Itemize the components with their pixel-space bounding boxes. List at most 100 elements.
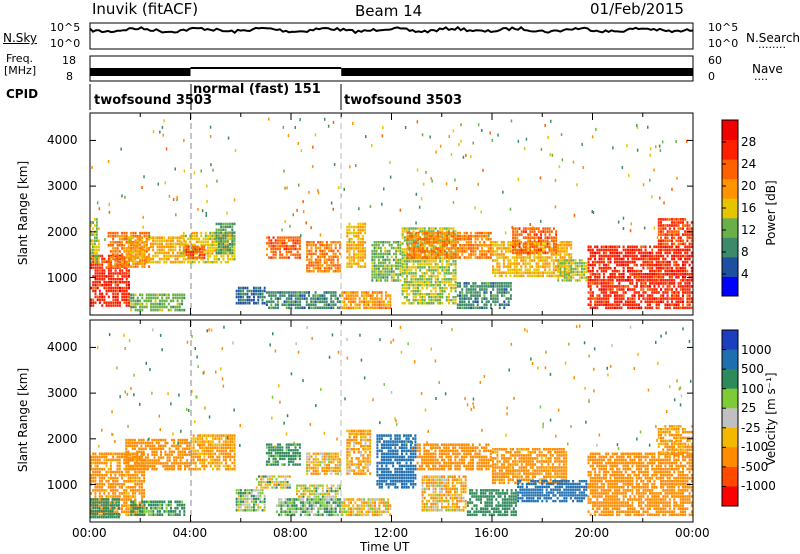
power-cell xyxy=(150,302,153,306)
power-cell xyxy=(686,285,689,288)
power-cell xyxy=(298,256,301,259)
power-cell xyxy=(114,301,117,304)
power-cell xyxy=(198,255,201,258)
velocity-cell xyxy=(98,455,101,459)
power-cell xyxy=(364,222,367,226)
power-cell xyxy=(410,284,413,287)
power-cell xyxy=(401,227,404,230)
power-cell xyxy=(325,243,328,247)
power-cell xyxy=(98,301,101,304)
power-cell xyxy=(415,256,418,259)
power-cell xyxy=(664,282,667,285)
power-cell xyxy=(274,239,277,242)
power-cell xyxy=(535,236,538,239)
power-cell xyxy=(507,250,510,253)
power-cell xyxy=(401,293,404,296)
power-cell xyxy=(365,291,368,294)
power-cell xyxy=(544,236,547,239)
power-cell xyxy=(347,291,350,294)
power-cell xyxy=(139,253,142,256)
power-cell xyxy=(283,294,286,297)
power-cell xyxy=(374,303,376,306)
power-scatter xyxy=(332,207,334,211)
power-cell xyxy=(406,269,408,272)
power-cell xyxy=(380,246,382,250)
power-cell xyxy=(178,248,181,252)
power-cell xyxy=(600,260,603,264)
power-cell xyxy=(138,239,141,242)
velocity-cell xyxy=(136,467,139,471)
power-cell xyxy=(348,228,351,232)
power-cell xyxy=(664,303,667,306)
power-cell xyxy=(121,244,124,247)
power-cell xyxy=(690,242,693,246)
power-cell xyxy=(515,256,518,259)
power-cell xyxy=(92,263,95,266)
power-cell xyxy=(98,242,100,246)
power-cell xyxy=(121,275,124,278)
power-cell xyxy=(388,261,391,264)
power-cell xyxy=(443,244,446,247)
power-scatter xyxy=(298,183,300,187)
power-scatter xyxy=(108,210,111,214)
power-cell xyxy=(270,300,273,303)
power-cell xyxy=(209,243,212,246)
power-cell xyxy=(288,294,290,297)
power-cell xyxy=(94,254,96,258)
power-cell xyxy=(125,304,128,307)
power-cell xyxy=(546,271,549,274)
power-cell xyxy=(594,245,597,249)
power-cell xyxy=(132,254,135,258)
power-cell xyxy=(112,272,115,275)
power-cell xyxy=(555,274,557,278)
power-cell xyxy=(299,303,302,306)
power-cell xyxy=(145,244,148,247)
power-cell xyxy=(552,250,555,253)
power-cell xyxy=(505,271,507,274)
power-cell xyxy=(314,258,317,261)
power-cell xyxy=(211,252,214,255)
power-cell xyxy=(596,260,599,264)
power-cell xyxy=(143,251,146,255)
power-cell xyxy=(684,306,687,310)
power-cell xyxy=(445,281,448,284)
power-cell xyxy=(207,246,209,249)
power-cell xyxy=(430,234,433,238)
power-cell xyxy=(587,269,590,273)
power-cell xyxy=(671,224,673,227)
power-cell xyxy=(528,241,531,244)
power-cell xyxy=(624,285,627,288)
power-cell xyxy=(546,230,549,233)
power-cell xyxy=(657,221,660,224)
power-cell xyxy=(423,284,426,287)
power-cell xyxy=(136,241,139,244)
power-scatter xyxy=(421,133,424,137)
power-cell xyxy=(520,253,523,256)
power-cell xyxy=(443,272,446,275)
power-cell xyxy=(347,297,350,300)
power-cell xyxy=(618,245,621,249)
power-cell xyxy=(441,244,444,247)
power-cell xyxy=(357,244,360,247)
power-cell xyxy=(412,302,415,305)
power-cell xyxy=(203,256,206,259)
power-cell xyxy=(679,282,682,285)
power-cell xyxy=(312,252,315,256)
power-cell xyxy=(682,233,684,236)
power-cell xyxy=(425,233,428,236)
power-cell xyxy=(624,251,627,255)
power-cell xyxy=(182,234,185,238)
velocity-cell xyxy=(90,473,92,477)
power-cell xyxy=(555,251,558,255)
power-cell xyxy=(478,285,481,288)
power-cell xyxy=(671,248,673,252)
power-cell xyxy=(657,242,660,246)
power-cell xyxy=(194,245,197,248)
power-cell xyxy=(423,266,426,269)
power-cell xyxy=(403,260,406,263)
power-cell xyxy=(618,263,621,267)
power-cell xyxy=(359,247,362,250)
power-cell xyxy=(114,278,117,281)
power-cell xyxy=(314,264,317,267)
power-cell xyxy=(332,264,335,267)
